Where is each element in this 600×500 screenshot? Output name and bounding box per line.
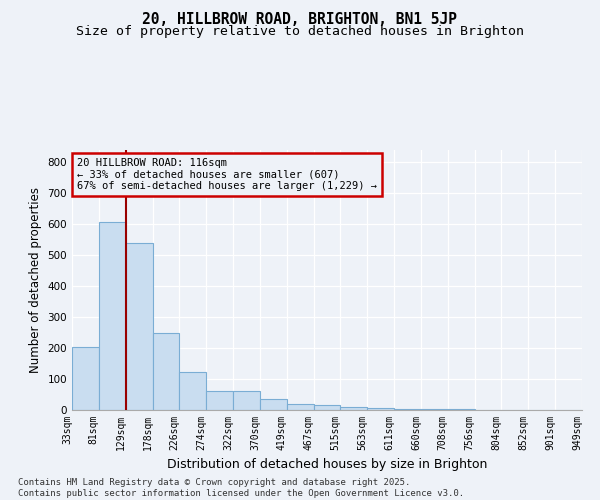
Text: 20, HILLBROW ROAD, BRIGHTON, BN1 5JP: 20, HILLBROW ROAD, BRIGHTON, BN1 5JP <box>143 12 458 28</box>
Bar <box>206 391 233 410</box>
Text: Contains HM Land Registry data © Crown copyright and database right 2025.
Contai: Contains HM Land Registry data © Crown c… <box>18 478 464 498</box>
Bar <box>314 406 340 410</box>
Bar <box>233 391 260 410</box>
Bar <box>394 409 421 410</box>
Bar <box>152 333 179 410</box>
Bar <box>340 407 367 410</box>
Bar <box>179 372 206 410</box>
Bar <box>260 399 287 410</box>
Y-axis label: Number of detached properties: Number of detached properties <box>29 187 42 373</box>
Bar <box>99 222 125 410</box>
X-axis label: Distribution of detached houses by size in Brighton: Distribution of detached houses by size … <box>167 458 487 471</box>
Text: Size of property relative to detached houses in Brighton: Size of property relative to detached ho… <box>76 25 524 38</box>
Bar <box>125 242 152 410</box>
Bar <box>287 404 314 410</box>
Bar <box>367 408 394 410</box>
Bar <box>72 347 99 410</box>
Text: 20 HILLBROW ROAD: 116sqm
← 33% of detached houses are smaller (607)
67% of semi-: 20 HILLBROW ROAD: 116sqm ← 33% of detach… <box>77 158 377 191</box>
